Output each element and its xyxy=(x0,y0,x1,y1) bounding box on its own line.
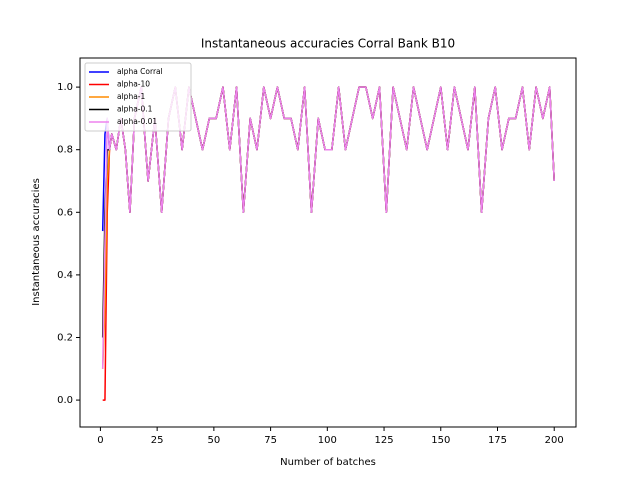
plot-frame xyxy=(79,57,577,428)
x-tick-label: 0 xyxy=(97,435,103,446)
x-tick-label: 75 xyxy=(264,435,277,446)
legend-label: alpha-0.01 xyxy=(117,117,157,126)
legend-box xyxy=(84,62,192,132)
x-tick-label: 175 xyxy=(488,435,507,446)
x-tick-label: 100 xyxy=(318,435,337,446)
y-tick-label: 0.0 xyxy=(57,395,73,406)
x-tick-label: 25 xyxy=(151,435,164,446)
x-tick-label: 125 xyxy=(374,435,393,446)
chart-title: Instantaneous accuracies Corral Bank B10 xyxy=(201,37,455,51)
y-tick-label: 0.4 xyxy=(57,270,73,281)
x-tick-label: 50 xyxy=(208,435,221,446)
legend-label: alpha-10 xyxy=(117,80,150,89)
x-tick-label: 150 xyxy=(431,435,450,446)
legend-label: alpha-1 xyxy=(117,92,145,101)
y-axis-label: Instantaneous accuracies xyxy=(31,178,42,306)
x-axis-label: Number of batches xyxy=(280,457,376,468)
legend-label: alpha-0.1 xyxy=(117,105,153,114)
legend: alpha Corral alpha-10 alpha-1 alpha-0.1 alph… xyxy=(84,62,192,132)
x-tick-label: 200 xyxy=(545,435,564,446)
y-tick-label: 1.0 xyxy=(57,82,73,93)
legend-label: alpha Corral xyxy=(117,67,163,76)
y-tick-label: 0.6 xyxy=(57,207,73,218)
y-tick-label: 0.8 xyxy=(57,145,73,156)
y-tick-label: 0.2 xyxy=(57,332,73,343)
